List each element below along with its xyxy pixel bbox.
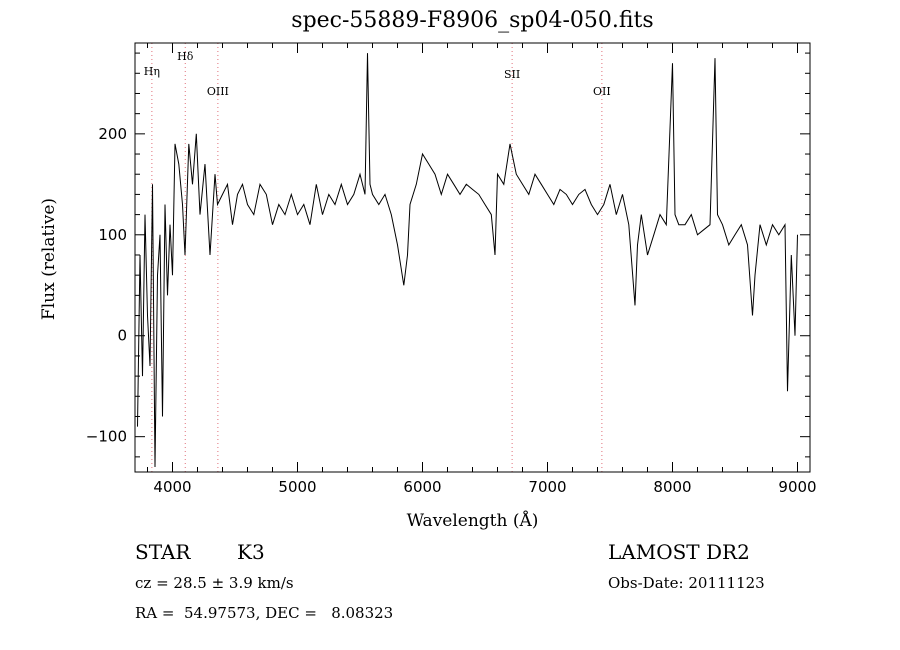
spectrum-series-line <box>137 53 798 468</box>
x-tick-label: 9000 <box>778 478 816 496</box>
coordinates-readout: RA = 54.97573, DEC = 8.08323 <box>135 604 394 622</box>
line-label: Hη <box>144 65 160 78</box>
survey-name: LAMOST DR2 <box>608 540 750 564</box>
line-label: Hδ <box>177 50 194 63</box>
observation-date: Obs-Date: 20111123 <box>608 574 765 592</box>
y-tick-label: 0 <box>117 327 127 345</box>
x-tick-label: 8000 <box>653 478 691 496</box>
emission-line-markers: Hη Hδ OIII SII OII <box>144 43 611 472</box>
y-tick-label: 200 <box>98 125 127 143</box>
axis-ticks <box>135 43 810 472</box>
object-class: STAR <box>135 540 191 564</box>
tick-labels: 4000 5000 6000 7000 8000 9000 −100 0 100 200 <box>86 125 817 496</box>
x-axis-label: Wavelength (Å) <box>406 511 539 531</box>
line-label: OIII <box>207 85 229 98</box>
plot-frame <box>134 42 811 473</box>
redshift-readout: cz = 28.5 ± 3.9 km/s <box>135 574 294 592</box>
x-tick-label: 4000 <box>153 478 191 496</box>
object-subclass: K3 <box>237 540 265 564</box>
y-tick-label: 100 <box>98 226 127 244</box>
x-tick-label: 7000 <box>528 478 566 496</box>
line-label: OII <box>593 85 611 98</box>
x-tick-label: 6000 <box>403 478 441 496</box>
line-label: SII <box>504 68 520 81</box>
y-axis-label: Flux (relative) <box>39 197 59 321</box>
y-tick-label: −100 <box>86 428 127 446</box>
chart-title: spec-55889-F8906_sp04-050.fits <box>291 8 654 33</box>
x-tick-label: 5000 <box>278 478 316 496</box>
